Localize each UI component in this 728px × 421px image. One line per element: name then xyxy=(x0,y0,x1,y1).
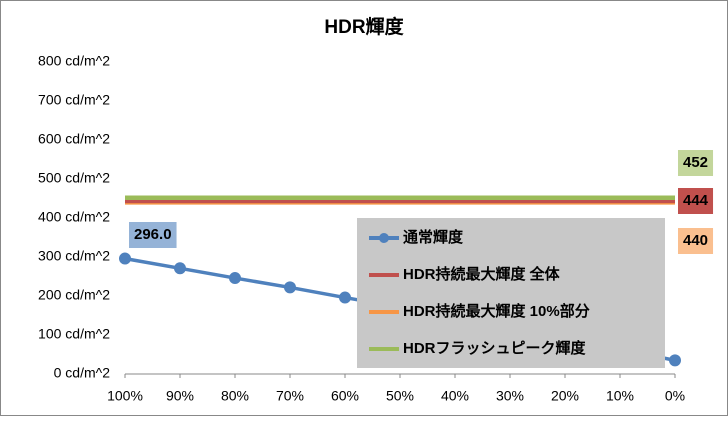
value-label: 296.0 xyxy=(129,222,177,248)
legend-label: HDRフラッシュピーク輝度 xyxy=(403,339,586,357)
x-tick-label: 40% xyxy=(441,388,469,404)
legend-label: HDR持続最大輝度 10%部分 xyxy=(403,302,590,320)
value-label-text: 452 xyxy=(683,154,708,171)
y-tick-label: 500 cd/m^2 xyxy=(38,170,110,186)
value-label: 444 xyxy=(678,188,714,214)
y-tick-label: 100 cd/m^2 xyxy=(38,326,110,342)
value-label-box xyxy=(678,188,714,214)
x-tick-label: 10% xyxy=(606,388,634,404)
x-tick-label: 100% xyxy=(107,388,143,404)
value-label-text: 440 xyxy=(683,232,708,249)
x-tick-label: 0% xyxy=(665,388,685,404)
y-tick-label: 800 cd/m^2 xyxy=(38,53,110,69)
value-label-text: 296.0 xyxy=(134,226,172,243)
y-tick-label: 400 cd/m^2 xyxy=(38,209,110,225)
y-tick-label: 600 cd/m^2 xyxy=(38,131,110,147)
point xyxy=(284,281,296,294)
legend-label: HDR持続最大輝度 全体 xyxy=(403,265,561,283)
point xyxy=(339,291,351,304)
y-tick-label: 200 cd/m^2 xyxy=(38,287,110,303)
chart-title: HDR輝度 xyxy=(324,15,404,38)
value-label-text: 444 xyxy=(683,192,709,209)
value-label: 452 xyxy=(678,150,714,176)
point xyxy=(669,354,681,367)
x-tick-label: 50% xyxy=(386,388,414,404)
legend-box xyxy=(357,218,665,368)
x-tick-label: 30% xyxy=(496,388,524,404)
value-label-box xyxy=(678,150,714,176)
x-tick-label: 70% xyxy=(276,388,304,404)
value-label-box xyxy=(129,222,177,248)
value-label: 440 xyxy=(678,228,714,254)
y-tick-label: 0 cd/m^2 xyxy=(54,365,111,381)
x-tick-label: 60% xyxy=(331,388,359,404)
point xyxy=(119,252,131,265)
point xyxy=(229,272,241,285)
x-tick-label: 90% xyxy=(166,388,194,404)
y-tick-label: 700 cd/m^2 xyxy=(38,92,110,108)
legend-marker xyxy=(379,233,389,243)
legend-label: 通常輝度 xyxy=(403,228,464,246)
x-tick-label: 20% xyxy=(551,388,579,404)
point xyxy=(174,262,186,275)
x-tick-label: 80% xyxy=(221,388,249,404)
value-label-box xyxy=(678,228,714,254)
y-tick-label: 300 cd/m^2 xyxy=(38,248,110,264)
